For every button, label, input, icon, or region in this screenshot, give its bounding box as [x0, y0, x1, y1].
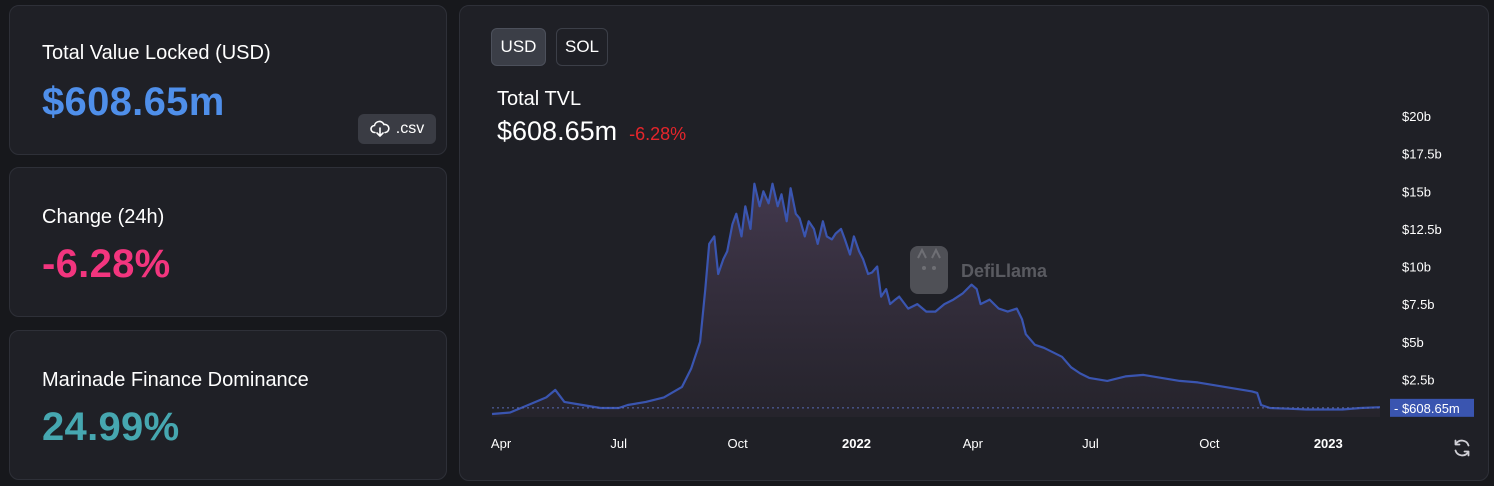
y-tick-label: $5b [1402, 335, 1424, 350]
chart-value-row: $608.65m -6.28% [497, 116, 686, 147]
dominance-value: 24.99% [42, 405, 180, 449]
defillama-watermark: DefiLlama [910, 246, 1048, 294]
y-tick-label: $15b [1402, 184, 1431, 199]
x-axis: Apr Jul Oct 2022 Apr Jul Oct 2023 [491, 436, 1343, 451]
x-tick-label: Oct [727, 436, 748, 451]
chart-current-value: $608.65m [497, 116, 618, 146]
series-area [492, 183, 1380, 417]
x-tick-label: 2023 [1314, 436, 1343, 451]
change-value: -6.28% [42, 242, 171, 286]
chart-card: USD SOL Total TVL $608.65m -6.28% [459, 5, 1489, 481]
sol-toggle-button[interactable]: SOL [556, 28, 608, 66]
tvl-area-chart[interactable]: DefiLlama $2.5b $5b $7.5b $10b $12.5b $15b $17… [460, 6, 1490, 482]
y-tick-label: $10b [1402, 260, 1431, 275]
x-tick-label: Apr [491, 436, 512, 451]
y-axis: $2.5b $5b $7.5b $10b $12.5b $15b $17.5b $20b [1402, 109, 1442, 387]
current-value-label: - $608.65m [1394, 401, 1460, 416]
chart-title: Total TVL [497, 88, 582, 110]
y-tick-label: $20b [1402, 109, 1431, 124]
x-tick-label: Jul [1082, 436, 1099, 451]
y-tick-label: $12.5b [1402, 222, 1442, 237]
tvl-value: $608.65m [42, 80, 225, 124]
series-layer [491, 182, 1381, 417]
watermark-text: DefiLlama [961, 261, 1048, 281]
download-csv-button[interactable]: .csv [358, 114, 436, 144]
series-line [491, 182, 1381, 416]
y-tick-label: $17.5b [1402, 147, 1442, 162]
y-tick-label: $2.5b [1402, 372, 1435, 387]
llama-logo-icon [910, 246, 948, 294]
usd-toggle-button[interactable]: USD [491, 28, 546, 66]
y-tick-label: $7.5b [1402, 297, 1435, 312]
refresh-icon[interactable] [1451, 437, 1473, 459]
dominance-label: Marinade Finance Dominance [42, 369, 309, 391]
change-label: Change (24h) [42, 206, 165, 228]
x-tick-label: 2022 [842, 436, 871, 451]
chart-current-change: -6.28% [629, 124, 687, 144]
current-value-tag [1390, 398, 1474, 417]
tvl-card: Total Value Locked (USD) $608.65m .csv [9, 5, 447, 155]
x-tick-label: Oct [1199, 436, 1220, 451]
tvl-label: Total Value Locked (USD) [42, 42, 271, 64]
x-tick-label: Apr [963, 436, 984, 451]
x-tick-label: Jul [610, 436, 627, 451]
change-card: Change (24h) -6.28% [9, 167, 447, 317]
csv-label: .csv [395, 120, 425, 137]
cloud-download-icon [369, 120, 390, 137]
dominance-card: Marinade Finance Dominance 24.99% [9, 330, 447, 480]
current-value-marker: - $608.65m [492, 398, 1474, 417]
